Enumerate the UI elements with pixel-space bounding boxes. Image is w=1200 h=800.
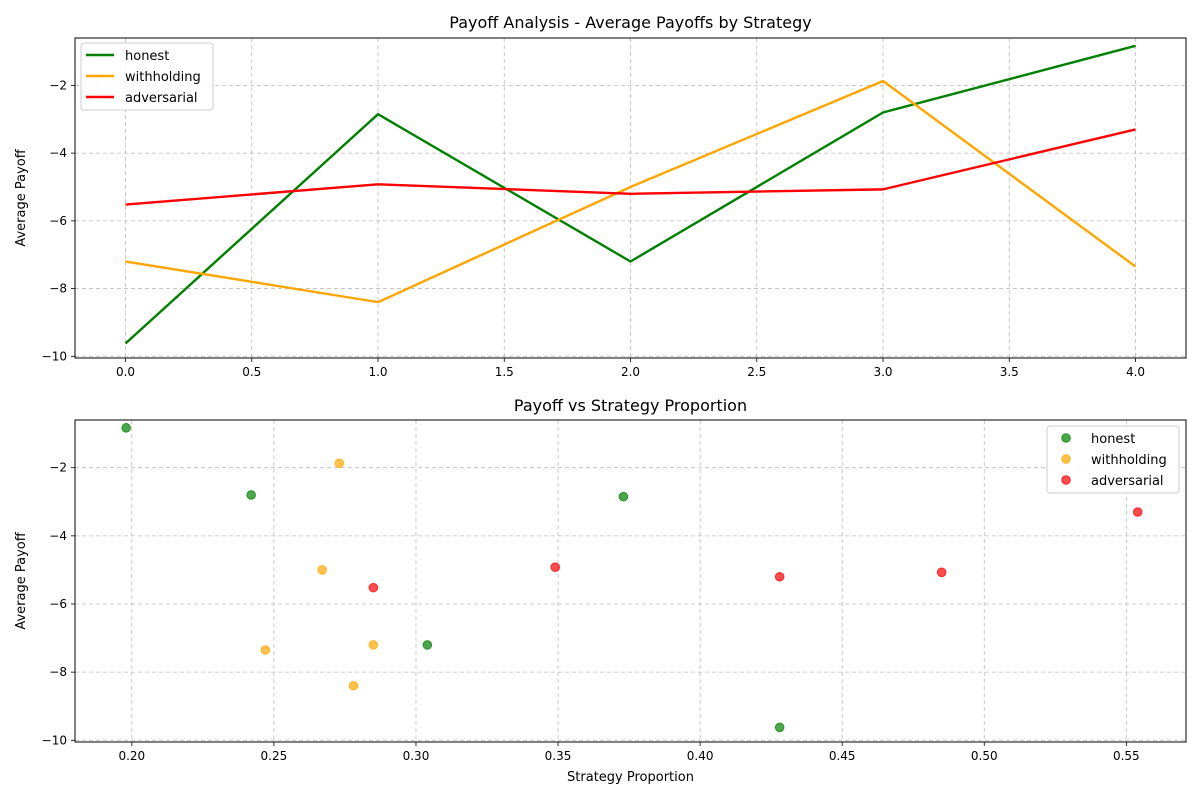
scatter-point-adversarial <box>368 582 379 593</box>
legend-label-withholding: withholding <box>1091 453 1167 468</box>
legend-label-honest: honest <box>1091 432 1135 447</box>
scatter-point-withholding <box>368 640 379 650</box>
legend-label-adversarial: adversarial <box>1091 474 1164 489</box>
x-tick-label: 0.30 <box>403 749 430 763</box>
legend-swatch-honest <box>1061 433 1071 443</box>
legend-label-withholding: withholding <box>125 70 201 85</box>
x-tick-label: 0.40 <box>687 749 714 763</box>
scatter-chart-panel: 0.20 0.25 0.30 0.35 0.40 0.45 0.50 0.55 −10 −8 −6 −… <box>14 396 1187 785</box>
x-tick-label: 4.0 <box>1126 365 1145 379</box>
legend: honest withholding adversarial <box>1046 425 1180 494</box>
y-tick-label: −2 <box>49 461 67 475</box>
scatter-point-honest <box>246 490 256 500</box>
plot-area <box>75 420 1186 742</box>
y-axis-label: Average Payoff <box>14 148 29 246</box>
scatter-point-adversarial <box>1132 507 1143 517</box>
y-tick-label: −4 <box>49 146 67 160</box>
x-tick-label: 0.35 <box>545 749 572 763</box>
x-tick-label: 2.5 <box>747 365 766 379</box>
legend-swatch-withholding <box>1061 454 1071 464</box>
legend-box <box>1046 425 1180 494</box>
chart-title: Payoff vs Strategy Proportion <box>514 396 747 415</box>
scatter-point-withholding <box>348 680 359 691</box>
x-tick-label: 3.5 <box>1000 365 1019 379</box>
legend: honest withholding adversarial <box>80 42 214 111</box>
axes-frame <box>74 419 1187 743</box>
line-chart-panel: 0.0 0.5 1.0 1.5 2.0 2.5 3.0 3.5 4.0 −10 −8 −6 −4 −2 Pa… <box>14 13 1187 379</box>
plot-area <box>75 38 1186 358</box>
y-tick-label: −10 <box>42 733 67 747</box>
scatter-point-honest <box>774 722 785 733</box>
x-tick-label: 1.0 <box>368 365 387 379</box>
scatter-point-withholding <box>334 458 345 469</box>
scatter-point-withholding <box>260 645 271 655</box>
scatter-point-honest <box>618 491 629 502</box>
scatter-point-withholding <box>317 565 328 575</box>
x-tick-label: 0.5 <box>242 365 261 379</box>
legend-box <box>80 42 214 111</box>
x-tick-label: 0.45 <box>829 749 856 763</box>
y-tick-label: −2 <box>49 78 67 92</box>
scatter-point-adversarial <box>936 567 947 578</box>
y-tick-label: −6 <box>49 214 67 228</box>
x-tick-label: 0.55 <box>1113 749 1140 763</box>
x-tick-label: 0.50 <box>971 749 998 763</box>
x-tick-label: 1.5 <box>495 365 514 379</box>
series-line-withholding <box>125 79 1137 304</box>
x-axis-label: Strategy Proportion <box>567 770 694 785</box>
series-line-adversarial <box>125 128 1136 206</box>
x-tick-label: 0.25 <box>261 749 288 763</box>
x-tick-label: 2.0 <box>621 365 640 379</box>
scatter-point-honest <box>121 423 131 433</box>
y-tick-label: −6 <box>49 597 67 611</box>
legend-label-adversarial: adversarial <box>125 91 198 106</box>
scatter-point-adversarial <box>550 562 561 573</box>
y-tick-label: −10 <box>42 349 67 363</box>
y-tick-label: −8 <box>49 282 67 296</box>
scatter-point-adversarial <box>774 571 785 582</box>
legend-label-honest: honest <box>125 49 169 64</box>
legend-swatch-adversarial <box>1061 475 1071 485</box>
y-axis-label: Average Payoff <box>14 531 29 629</box>
x-tick-label: 3.0 <box>873 365 892 379</box>
chart-title: Payoff Analysis - Average Payoffs by Str… <box>449 13 811 32</box>
y-tick-label: −4 <box>49 529 67 543</box>
y-tick-label: −8 <box>49 665 67 679</box>
x-tick-label: 0.20 <box>118 749 145 763</box>
x-tick-label: 0.0 <box>116 365 135 379</box>
scatter-point-honest <box>422 640 433 650</box>
